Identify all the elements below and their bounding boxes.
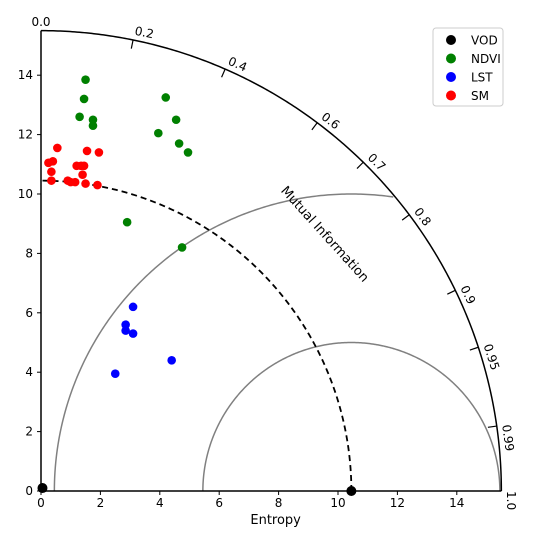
point-sm bbox=[81, 179, 90, 188]
point-ndvi bbox=[174, 139, 184, 148]
y-tick-label: 14 bbox=[18, 68, 33, 82]
point-ndvi bbox=[161, 93, 171, 102]
data-points bbox=[37, 75, 357, 496]
rms-contours bbox=[41, 179, 501, 492]
point-sm bbox=[53, 143, 62, 153]
point-ndvi bbox=[122, 217, 132, 227]
point-ndvi bbox=[154, 128, 163, 138]
y-tick-label: 6 bbox=[25, 306, 33, 320]
corr-tick-label: 0.8 bbox=[411, 205, 434, 229]
corr-tick-label: 0.7 bbox=[365, 151, 388, 174]
x-axis: 0 2 4 6 8 10 12 14 bbox=[37, 491, 464, 510]
point-ndvi bbox=[79, 94, 89, 104]
point-ndvi bbox=[171, 115, 181, 125]
corr-tick-label: 1.0 bbox=[504, 491, 518, 510]
legend-marker-sm bbox=[446, 90, 456, 101]
point-ndvi bbox=[183, 148, 193, 157]
x-tick-label: 10 bbox=[330, 496, 345, 510]
corr-tick-label: 0.6 bbox=[319, 110, 343, 133]
corr-tick-mark bbox=[469, 346, 479, 351]
point-lst bbox=[167, 356, 176, 365]
point-sm bbox=[47, 167, 56, 177]
corr-tick-mark bbox=[356, 161, 364, 170]
x-tick-label: 0 bbox=[37, 496, 45, 510]
y-axis: 0 2 4 6 8 10 12 14 bbox=[18, 68, 41, 498]
corr-tick-mark bbox=[221, 68, 226, 78]
corr-tick-mark bbox=[311, 122, 318, 131]
point-sm bbox=[47, 176, 56, 185]
point-ndvi bbox=[81, 75, 90, 84]
x-tick-label: 12 bbox=[390, 496, 405, 510]
legend-marker-vod bbox=[446, 35, 456, 45]
rms-contour-5 bbox=[202, 341, 501, 492]
x-tick-label: 4 bbox=[156, 496, 164, 510]
corr-tick-mark bbox=[447, 289, 456, 295]
legend-box bbox=[432, 27, 504, 107]
legend-label-vod: VOD bbox=[471, 34, 498, 48]
point-lst bbox=[110, 369, 120, 378]
point-ndvi bbox=[88, 115, 98, 125]
x-tick-label: 6 bbox=[215, 496, 223, 510]
reference-arc bbox=[41, 179, 353, 491]
corr-tick-label: 0.99 bbox=[499, 424, 517, 452]
x-tick-label: 2 bbox=[97, 496, 105, 510]
axes-frame bbox=[40, 29, 503, 492]
point-ndvi bbox=[75, 112, 84, 122]
corr-tick-mark bbox=[401, 214, 410, 221]
point-lst bbox=[128, 329, 138, 338]
y-tick-label: 2 bbox=[25, 425, 33, 439]
legend: VOD NDVI LST SM bbox=[432, 27, 504, 107]
point-sm bbox=[48, 157, 58, 166]
corr-tick-label: 0.0 bbox=[31, 15, 50, 29]
point-ndvi bbox=[88, 121, 98, 130]
legend-marker-lst bbox=[446, 72, 456, 82]
x-axis-title: Entropy bbox=[250, 513, 301, 528]
rms-contour-10 bbox=[53, 193, 394, 492]
point-sm bbox=[82, 146, 92, 156]
x-tick-label: 14 bbox=[449, 496, 464, 510]
x-tick-label: 8 bbox=[275, 496, 283, 510]
point-sm bbox=[79, 161, 89, 171]
arc-axis-title: Mutual Information bbox=[277, 184, 371, 286]
point-vod bbox=[346, 486, 357, 496]
y-tick-label: 8 bbox=[25, 246, 33, 260]
legend-label-sm: SM bbox=[471, 89, 489, 103]
point-sm bbox=[94, 148, 104, 157]
point-lst bbox=[121, 326, 130, 335]
corr-tick-label: 0.2 bbox=[134, 24, 156, 42]
legend-label-lst: LST bbox=[471, 71, 493, 85]
point-sm bbox=[70, 177, 80, 187]
outer-arc bbox=[40, 29, 503, 492]
y-tick-label: 0 bbox=[25, 484, 33, 498]
y-tick-label: 12 bbox=[18, 128, 33, 142]
point-vod bbox=[37, 483, 48, 494]
y-tick-label: 10 bbox=[18, 187, 33, 201]
point-lst bbox=[121, 320, 130, 329]
legend-label-ndvi: NDVI bbox=[471, 52, 501, 66]
corr-tick-mark bbox=[487, 425, 497, 428]
point-sm bbox=[78, 170, 87, 179]
y-tick-label: 4 bbox=[25, 365, 33, 379]
point-ndvi bbox=[177, 243, 187, 252]
point-lst bbox=[128, 302, 138, 312]
legend-marker-ndvi bbox=[446, 53, 456, 64]
corr-tick-label: 0.4 bbox=[226, 54, 249, 74]
corr-tick-mark bbox=[130, 39, 134, 49]
point-sm bbox=[93, 180, 102, 190]
